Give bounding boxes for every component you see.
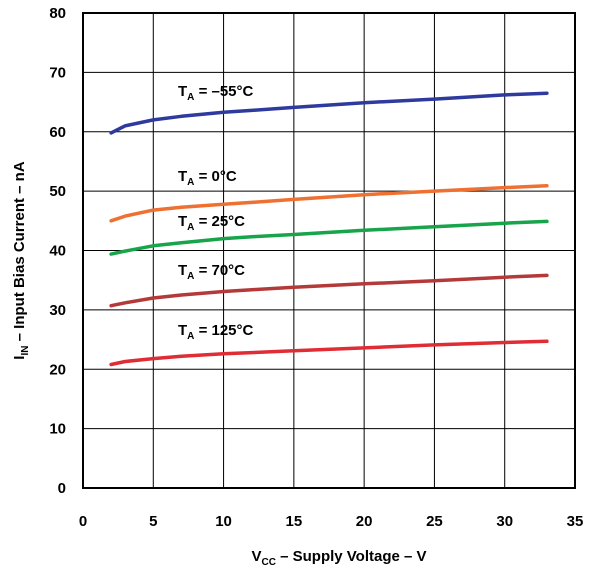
plot-frame bbox=[82, 12, 576, 489]
series-line bbox=[109, 91, 549, 135]
x-tick-label: 30 bbox=[496, 513, 513, 530]
y-tick-label: 60 bbox=[49, 124, 66, 141]
y-axis-tick-labels: 0 10 20 30 40 50 60 70 80 bbox=[49, 5, 66, 497]
y-axis-title: IIN – Input Bias Current – nA bbox=[11, 161, 31, 360]
series-label: TA = 125°C bbox=[178, 322, 254, 342]
y-tick-label: 40 bbox=[49, 243, 66, 260]
series-labels: TA = –55°C TA = 0°C TA = 25°C TA = 70°C TA =… bbox=[178, 83, 254, 342]
y-tick-label: 30 bbox=[49, 302, 66, 319]
y-tick-label: 80 bbox=[49, 5, 66, 22]
x-axis-title: VCC – Supply Voltage – V bbox=[251, 548, 426, 568]
series-line bbox=[109, 219, 549, 256]
y-tick-label: 50 bbox=[49, 183, 66, 200]
y-tick-label: 70 bbox=[49, 64, 66, 81]
x-tick-label: 25 bbox=[426, 513, 443, 530]
grid-lines bbox=[82, 12, 576, 489]
y-tick-label: 0 bbox=[58, 480, 66, 497]
x-tick-label: 35 bbox=[567, 513, 584, 530]
x-tick-label: 10 bbox=[215, 513, 232, 530]
series-line bbox=[109, 273, 549, 308]
series-label: TA = 70°C bbox=[178, 262, 245, 282]
series-line bbox=[109, 339, 549, 367]
x-tick-label: 20 bbox=[356, 513, 373, 530]
x-axis-tick-labels: 0 5 10 15 20 25 30 35 bbox=[79, 513, 584, 530]
series-label: TA = –55°C bbox=[178, 83, 254, 103]
series-label: TA = 25°C bbox=[178, 213, 245, 233]
x-tick-label: 15 bbox=[286, 513, 303, 530]
series-lines bbox=[109, 91, 549, 367]
y-tick-label: 20 bbox=[49, 361, 66, 378]
series-label: TA = 0°C bbox=[178, 168, 237, 188]
x-tick-label: 5 bbox=[149, 513, 157, 530]
y-tick-label: 10 bbox=[49, 421, 66, 438]
series-line bbox=[109, 184, 549, 223]
x-tick-label: 0 bbox=[79, 513, 87, 530]
